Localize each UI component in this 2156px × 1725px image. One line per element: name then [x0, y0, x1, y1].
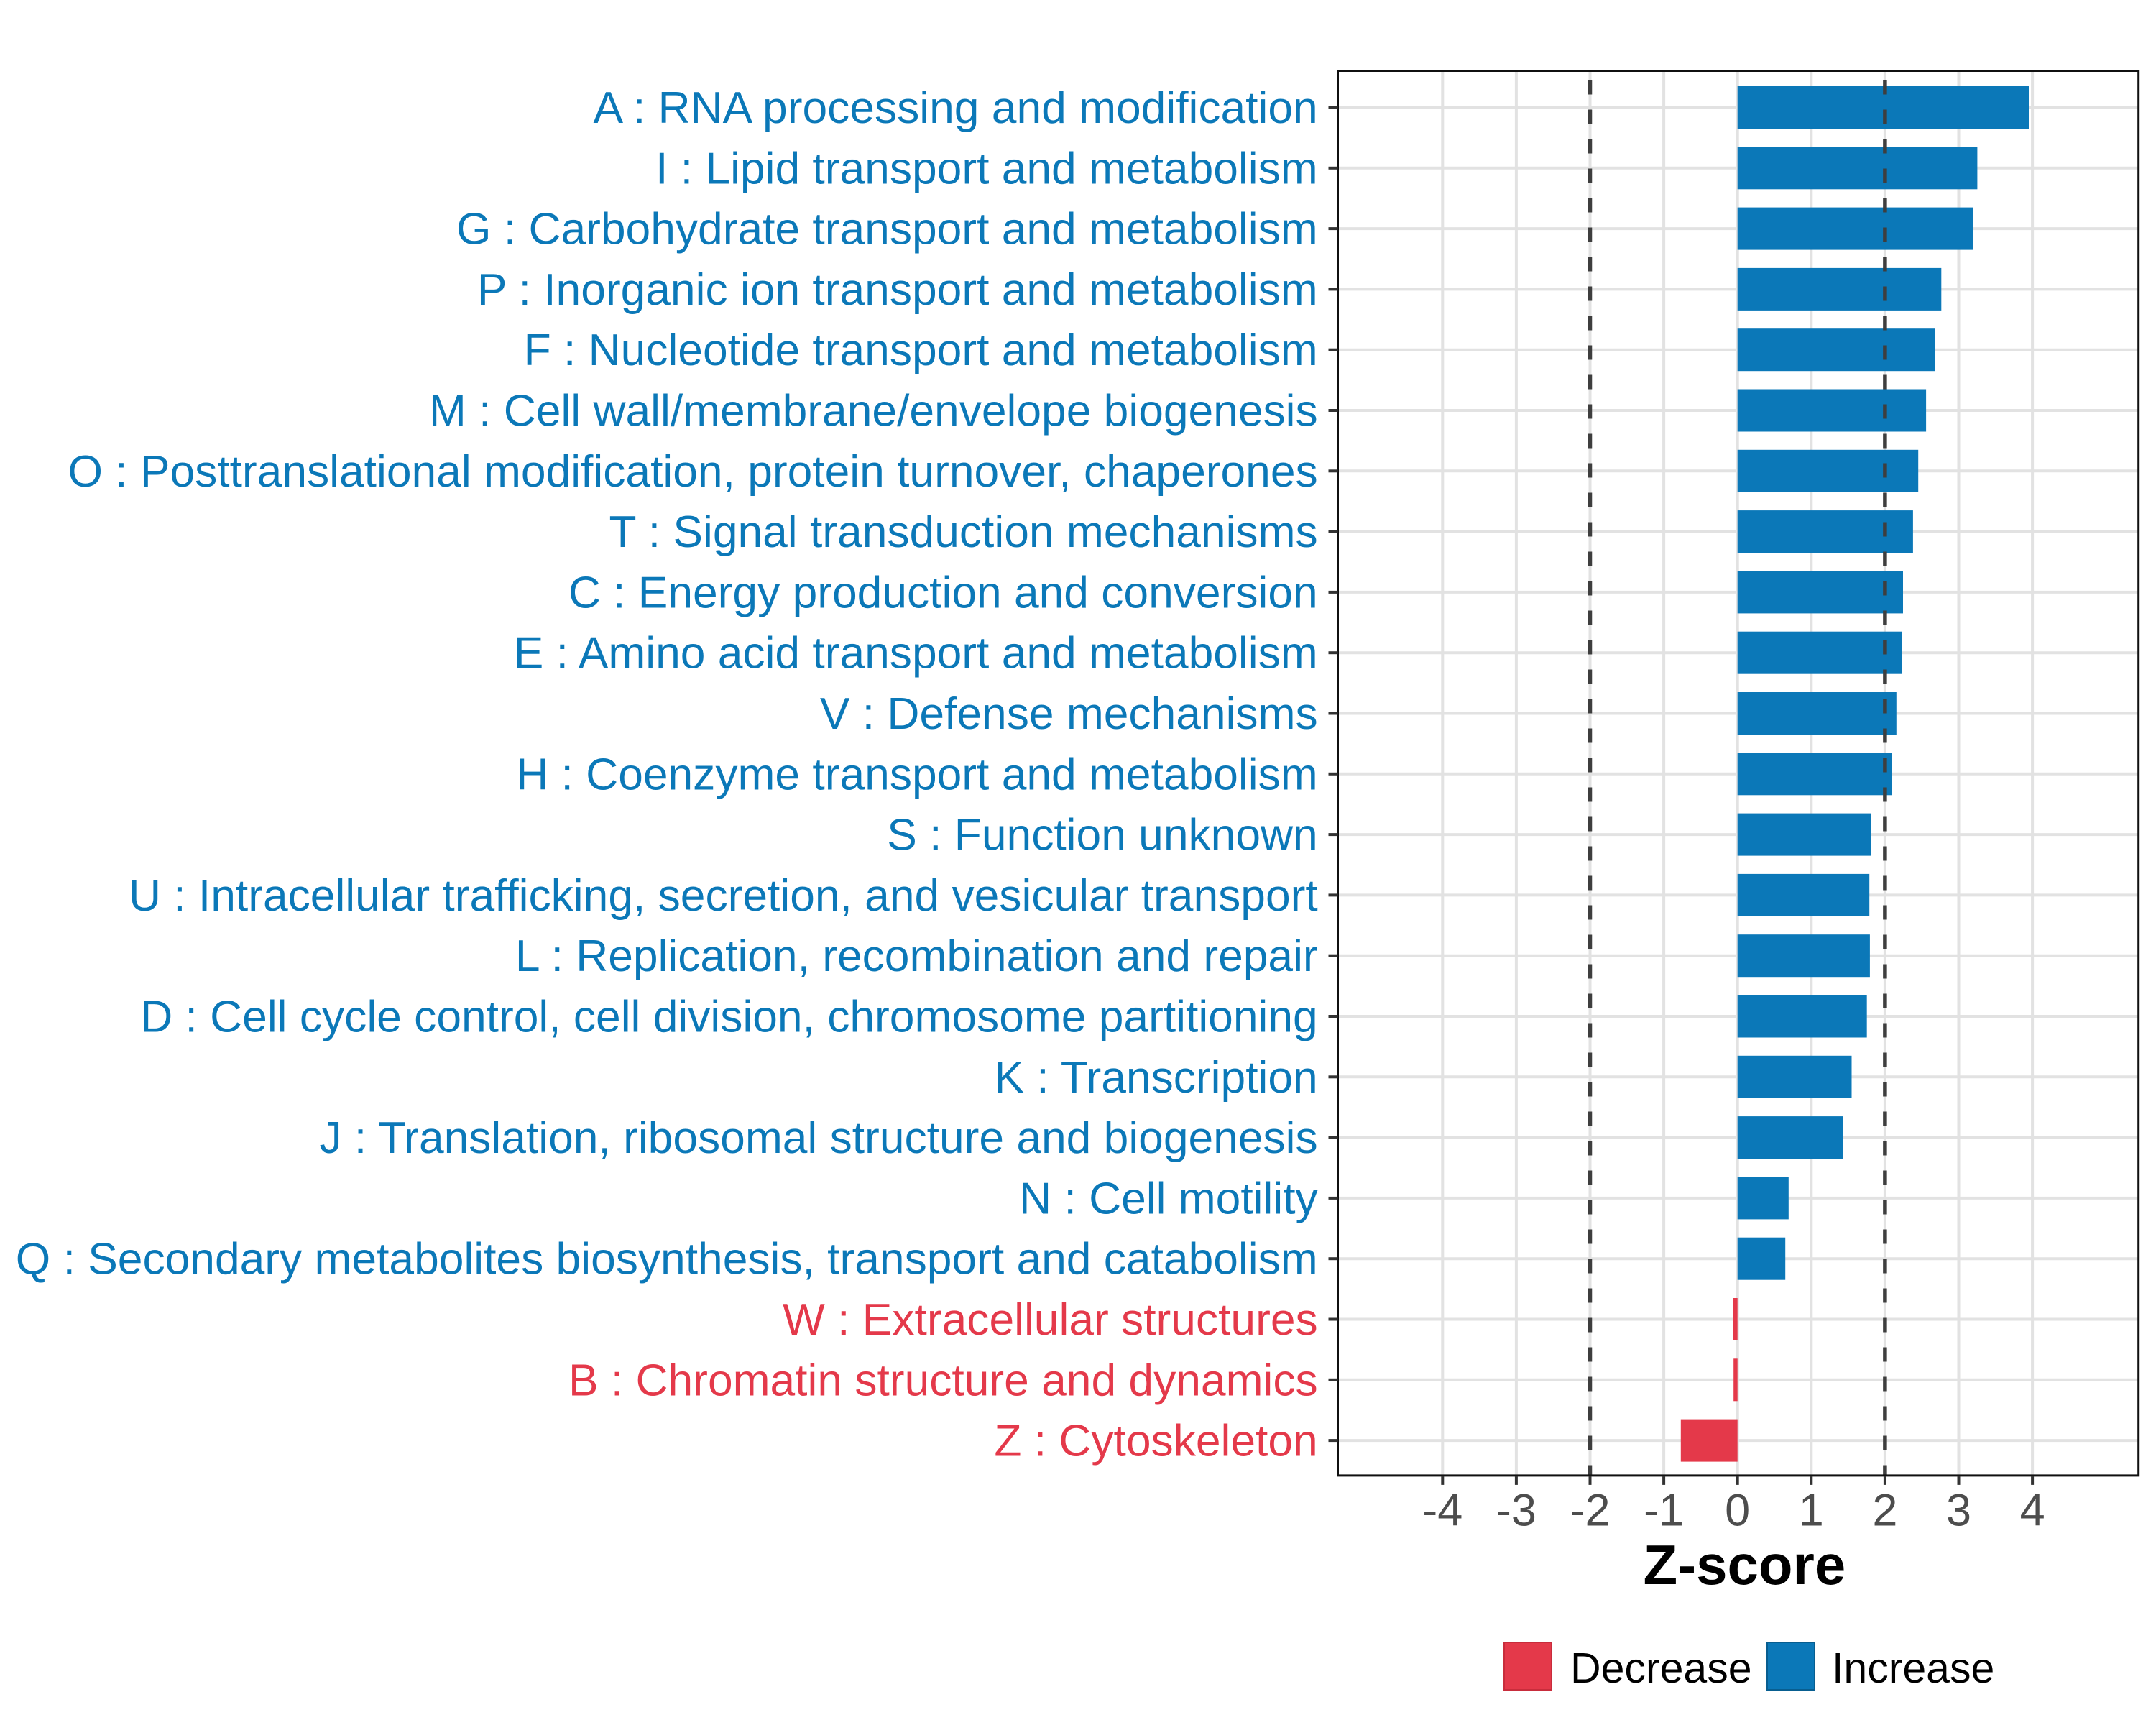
svg-text:N : Cell motility: N : Cell motility — [1019, 1174, 1318, 1223]
svg-text:Z : Cytoskeleton: Z : Cytoskeleton — [994, 1417, 1317, 1466]
svg-text:Q : Secondary metabolites bios: Q : Secondary metabolites biosynthesis, … — [16, 1235, 1318, 1284]
svg-text:J : Translation, ribosomal str: J : Translation, ribosomal structure and… — [319, 1113, 1317, 1163]
svg-text:0: 0 — [1725, 1485, 1750, 1535]
svg-text:D : Cell cycle control, cell d: D : Cell cycle control, cell division, c… — [140, 993, 1318, 1042]
svg-text:-3: -3 — [1496, 1485, 1537, 1535]
svg-text:T : Signal transduction mechan: T : Signal transduction mechanisms — [609, 507, 1318, 557]
svg-text:B : Chromatin structure and dy: B : Chromatin structure and dynamics — [568, 1356, 1318, 1405]
svg-text:K : Transcription: K : Transcription — [994, 1053, 1317, 1103]
svg-text:W : Extracellular structures: W : Extracellular structures — [783, 1295, 1318, 1345]
svg-text:O : Posttranslational modifica: O : Posttranslational modification, prot… — [68, 447, 1317, 497]
svg-text:G : Carbohydrate transport and: G : Carbohydrate transport and metabolis… — [456, 205, 1318, 254]
svg-text:4: 4 — [2020, 1485, 2045, 1535]
svg-text:1: 1 — [1799, 1485, 1824, 1535]
svg-text:M : Cell wall/membrane/envelop: M : Cell wall/membrane/envelope biogenes… — [429, 387, 1318, 436]
svg-text:P : Inorganic ion transport an: P : Inorganic ion transport and metaboli… — [477, 265, 1318, 315]
svg-text:2: 2 — [1872, 1485, 1897, 1535]
svg-text:3: 3 — [1946, 1485, 1971, 1535]
svg-text:F : Nucleotide transport and m: F : Nucleotide transport and metabolism — [524, 326, 1318, 375]
svg-text:Increase: Increase — [1832, 1644, 1994, 1692]
svg-text:-4: -4 — [1422, 1485, 1462, 1535]
svg-text:V : Defense mechanisms: V : Defense mechanisms — [820, 689, 1318, 739]
svg-text:Z-score: Z-score — [1644, 1533, 1846, 1596]
svg-text:C : Energy production and conv: C : Energy production and conversion — [568, 568, 1318, 617]
svg-text:H : Coenzyme transport and met: H : Coenzyme transport and metabolism — [516, 750, 1317, 799]
svg-text:I : Lipid transport and metabo: I : Lipid transport and metabolism — [655, 144, 1318, 193]
svg-text:-2: -2 — [1570, 1485, 1610, 1535]
svg-text:L : Replication, recombination: L : Replication, recombination and repai… — [515, 932, 1318, 981]
svg-text:U : Intracellular trafficking,: U : Intracellular trafficking, secretion… — [129, 871, 1318, 921]
svg-text:Decrease: Decrease — [1570, 1644, 1752, 1692]
svg-text:A : RNA processing and modific: A : RNA processing and modification — [594, 83, 1318, 133]
svg-text:E : Amino acid transport and m: E : Amino acid transport and metabolism — [514, 629, 1318, 678]
svg-text:-1: -1 — [1644, 1485, 1684, 1535]
svg-text:S : Function unknown: S : Function unknown — [887, 811, 1317, 860]
